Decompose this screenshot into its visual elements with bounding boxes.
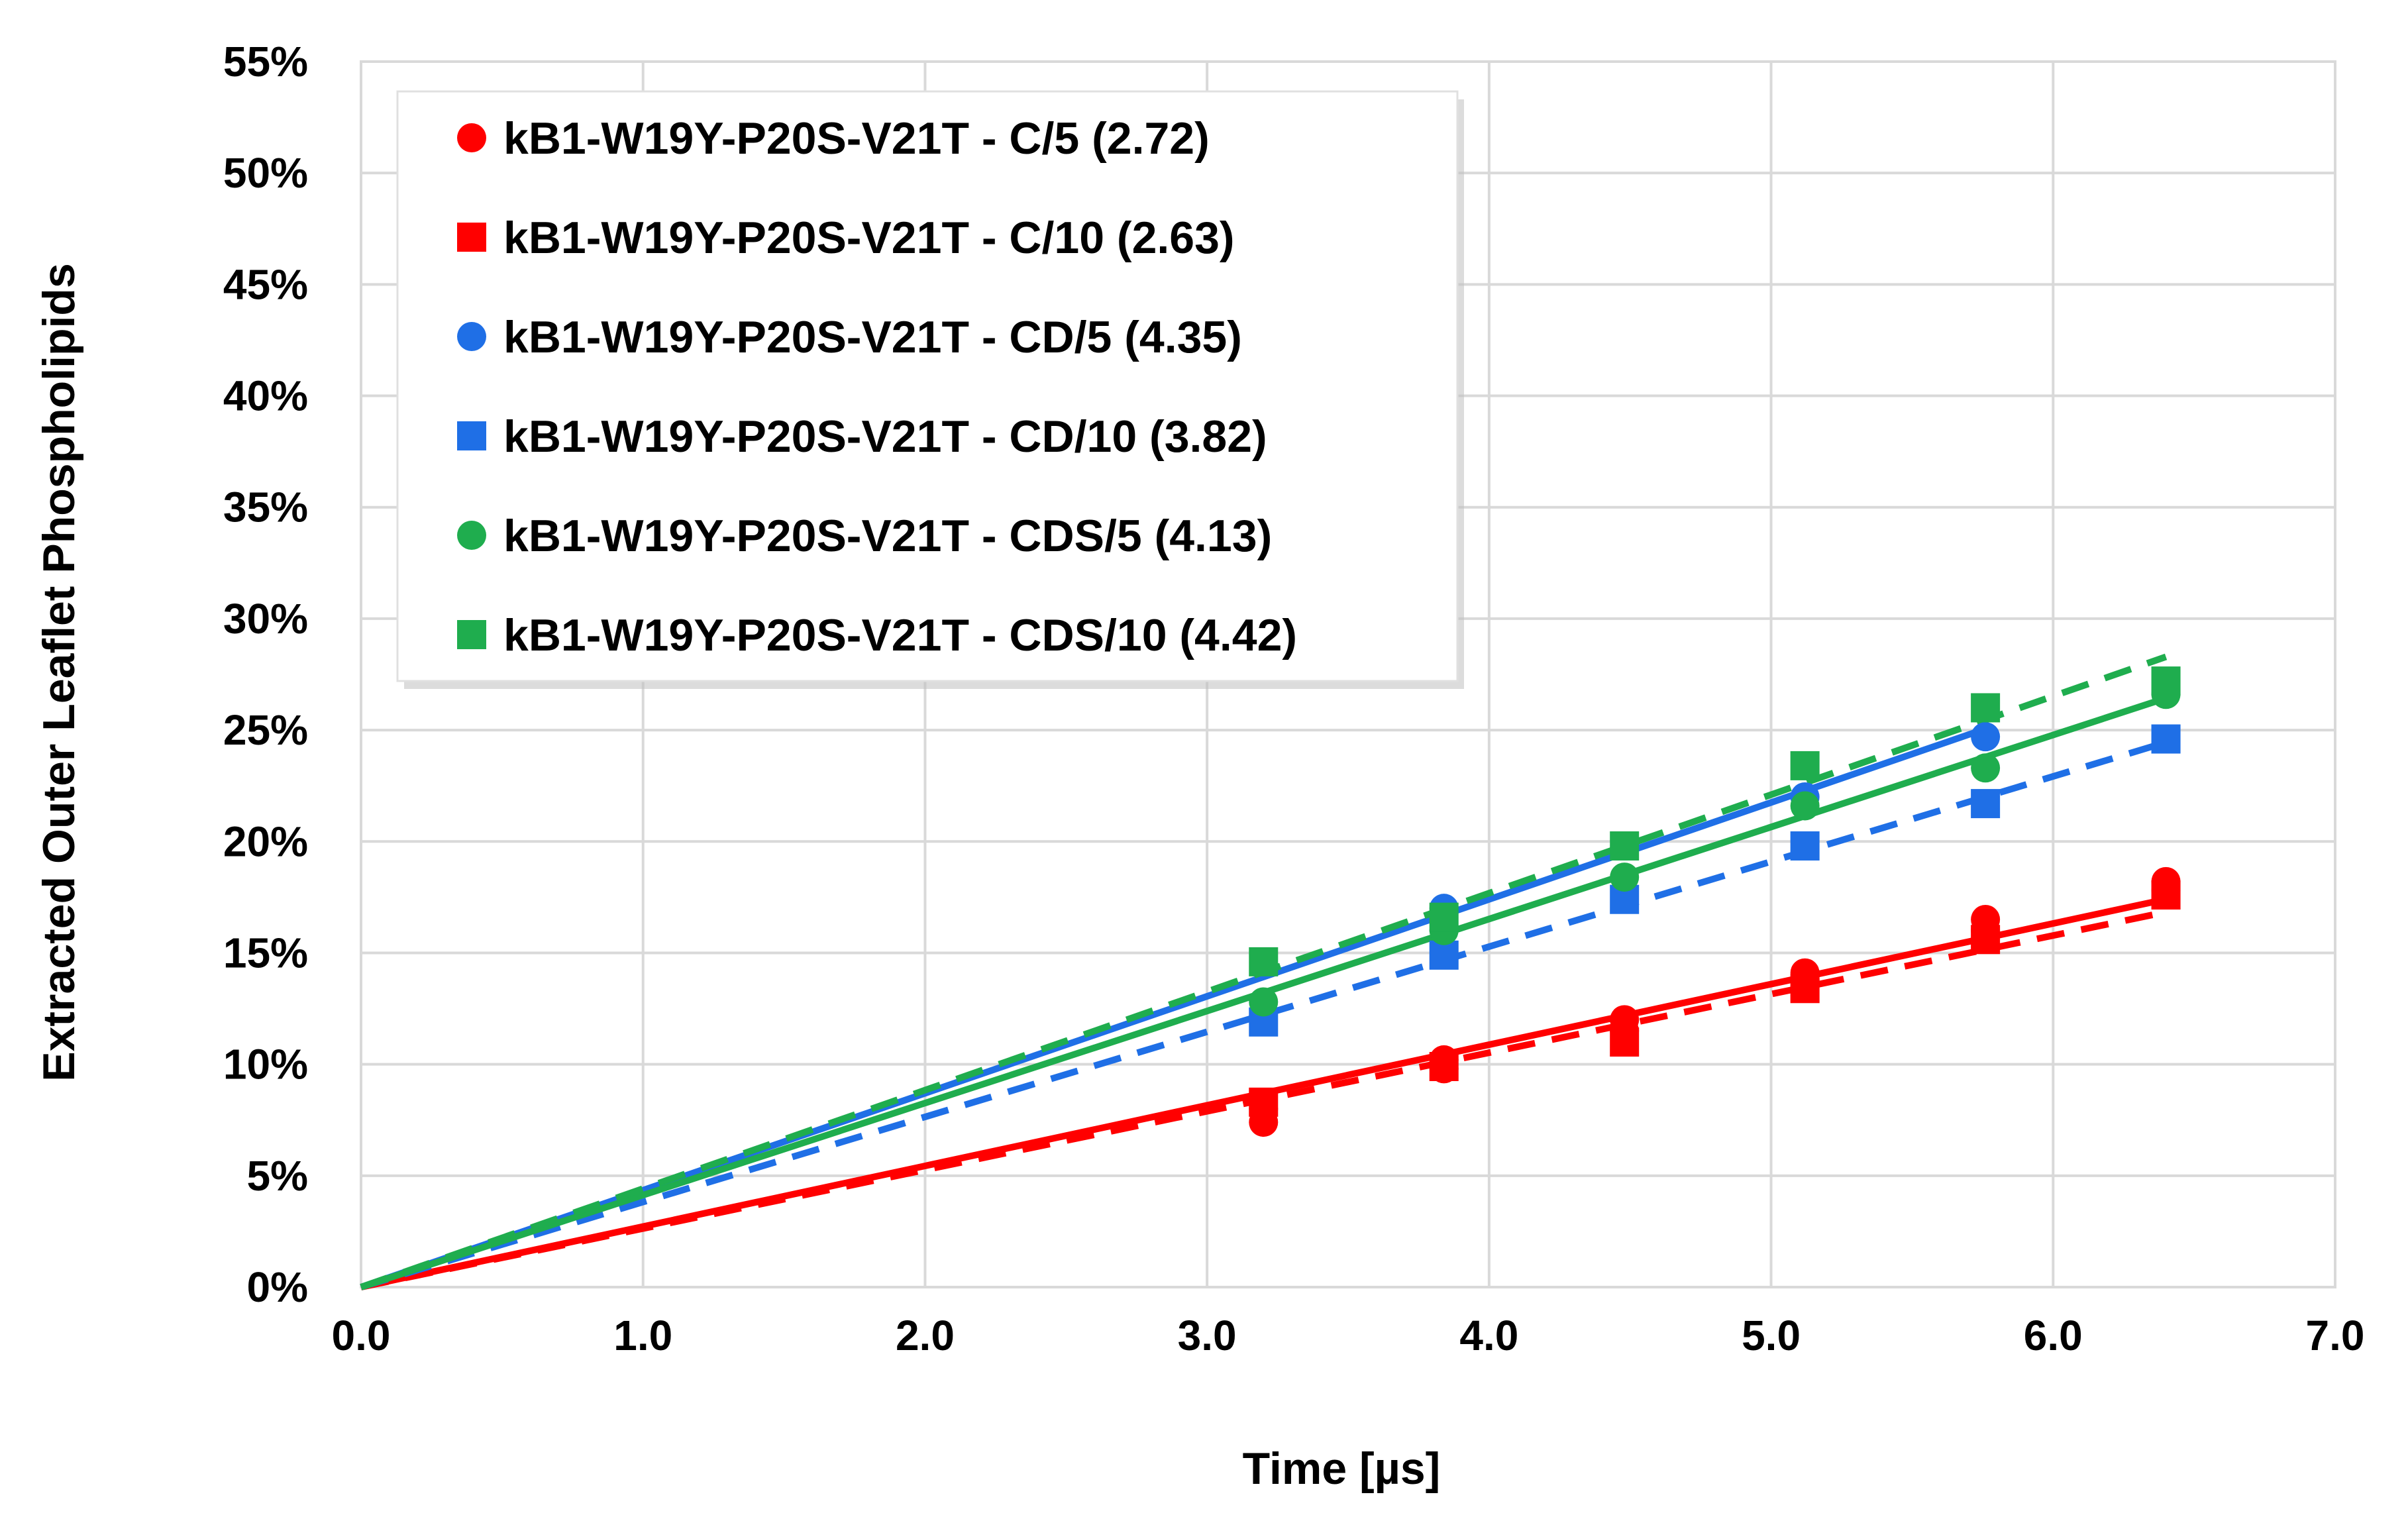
data-point-series-4 — [1971, 753, 2001, 783]
y-axis-tick-labels: 0% 5% 10% 15% 20% 25% 30% 35% 40% 45% 50% 55% — [223, 38, 308, 1311]
data-point-series-5 — [2151, 666, 2181, 696]
plot-area — [360, 60, 2336, 1288]
data-point-series-3 — [1971, 789, 2001, 819]
data-point-series-5 — [1610, 831, 1640, 861]
y-tick-label: 25% — [223, 706, 308, 754]
y-tick-label: 30% — [223, 595, 308, 643]
legend-marker-series-4 — [457, 521, 486, 550]
plot-border — [360, 60, 2336, 1288]
y-tick-label: 55% — [223, 38, 308, 85]
x-tick-label: 3.0 — [1178, 1312, 1237, 1359]
x-tick-label: 5.0 — [1742, 1312, 1801, 1359]
data-point-series-1 — [1249, 1087, 1279, 1117]
legend: kB1-W19Y-P20S-V21T - C/5 (2.72) kB1-W19Y-… — [396, 90, 1464, 689]
data-point-series-3 — [2151, 724, 2181, 754]
legend-box — [396, 90, 1459, 682]
data-markers — [1249, 666, 2181, 1137]
data-point-series-5 — [1790, 751, 1820, 780]
legend-marker-series-1 — [457, 223, 486, 252]
data-point-series-1 — [1971, 925, 2001, 955]
data-point-series-5 — [1429, 902, 1459, 932]
data-point-series-1 — [2151, 880, 2181, 910]
x-tick-label: 2.0 — [896, 1312, 955, 1359]
y-tick-label: 40% — [223, 372, 308, 420]
legend-label-series-3: kB1-W19Y-P20S-V21T - CD/10 (3.82) — [503, 411, 1267, 462]
data-point-series-1 — [1790, 974, 1820, 1004]
y-tick-label: 20% — [223, 817, 308, 865]
data-point-series-4 — [1790, 791, 1820, 821]
x-axis-title: Time [µs] — [1243, 1443, 1441, 1494]
data-point-series-1 — [1610, 1027, 1640, 1057]
y-tick-label: 45% — [223, 260, 308, 308]
legend-label-series-5: kB1-W19Y-P20S-V21T - CDS/10 (4.42) — [503, 610, 1297, 660]
y-tick-label: 50% — [223, 149, 308, 197]
y-tick-label: 5% — [247, 1152, 309, 1200]
x-tick-label: 1.0 — [613, 1312, 672, 1359]
y-tick-label: 35% — [223, 484, 308, 531]
y-axis-title: Extracted Outer Leaflet Phospholipids — [34, 263, 84, 1082]
x-tick-label: 6.0 — [2024, 1312, 2083, 1359]
x-tick-label: 0.0 — [332, 1312, 391, 1359]
data-point-series-3 — [1429, 940, 1459, 970]
data-point-series-5 — [1971, 693, 2001, 723]
legend-marker-series-3 — [457, 421, 486, 450]
legend-label-series-2: kB1-W19Y-P20S-V21T - CD/5 (4.35) — [503, 312, 1242, 362]
legend-marker-series-5 — [457, 620, 486, 649]
x-tick-label: 4.0 — [1459, 1312, 1518, 1359]
y-tick-label: 10% — [223, 1041, 308, 1088]
data-point-series-4 — [1610, 862, 1640, 892]
y-tick-label: 0% — [247, 1263, 309, 1311]
legend-marker-series-0 — [457, 123, 486, 152]
y-tick-label: 15% — [223, 929, 308, 976]
data-point-series-2 — [1971, 722, 2001, 752]
data-point-series-4 — [1249, 987, 1279, 1017]
x-tick-label: 7.0 — [2306, 1312, 2365, 1359]
legend-label-series-1: kB1-W19Y-P20S-V21T - C/10 (2.63) — [503, 213, 1235, 263]
data-point-series-5 — [1249, 947, 1279, 976]
legend-marker-series-2 — [457, 322, 486, 351]
x-axis-tick-labels: 0.0 1.0 2.0 3.0 4.0 5.0 6.0 7.0 — [332, 1312, 2365, 1359]
data-point-series-3 — [1790, 831, 1820, 861]
data-point-series-1 — [1429, 1052, 1459, 1081]
legend-label-series-0: kB1-W19Y-P20S-V21T - C/5 (2.72) — [503, 113, 1210, 164]
legend-label-series-4: kB1-W19Y-P20S-V21T - CDS/5 (4.13) — [503, 511, 1272, 561]
data-point-series-0 — [1610, 1005, 1640, 1035]
